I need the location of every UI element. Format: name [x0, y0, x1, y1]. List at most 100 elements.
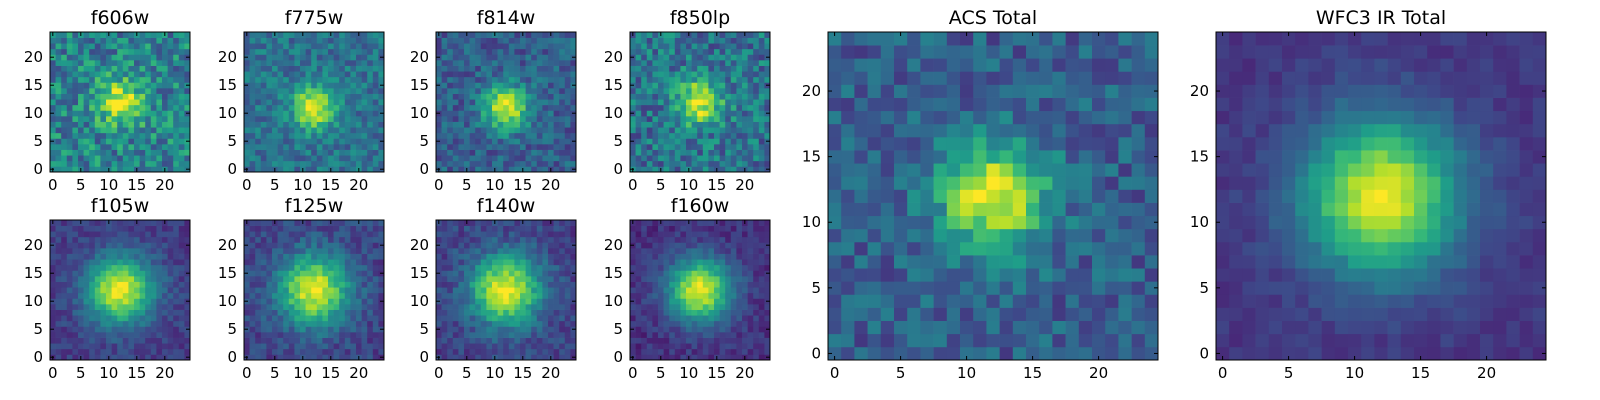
heatmap-cell — [658, 281, 664, 288]
heatmap-cell — [184, 99, 191, 106]
heatmap-cell — [272, 132, 278, 139]
heatmap-cell — [736, 343, 743, 350]
heatmap-cell — [66, 37, 73, 44]
heatmap-cell — [111, 32, 118, 38]
heatmap-cell — [139, 138, 146, 145]
heatmap-cell — [503, 298, 510, 305]
heatmap-cell — [145, 337, 152, 344]
heatmap-cell — [156, 132, 163, 139]
heatmap-cell — [173, 287, 180, 294]
heatmap-cell — [89, 48, 96, 55]
heatmap-cell — [553, 65, 560, 72]
heatmap-cell — [669, 166, 676, 173]
heatmap-cell — [83, 320, 90, 327]
heatmap-cell — [548, 320, 554, 327]
heatmap-cell — [508, 138, 515, 145]
heatmap-cell — [764, 116, 771, 122]
panel-title-f140w: f140w — [477, 195, 536, 217]
heatmap-cell — [94, 264, 101, 271]
heatmap-cell — [139, 71, 146, 78]
y-tick-label: 0 — [33, 348, 43, 366]
heatmap-cell — [447, 82, 454, 89]
heatmap-cell — [503, 144, 510, 150]
heatmap-cell — [294, 225, 301, 232]
heatmap-cell — [350, 121, 357, 128]
heatmap-cell — [55, 144, 62, 150]
heatmap-cell — [106, 71, 112, 78]
heatmap-cell — [117, 104, 124, 111]
heatmap-cell — [328, 298, 334, 305]
heatmap-cell — [458, 149, 465, 156]
heatmap-cell — [630, 60, 636, 66]
heatmap-cell — [300, 225, 306, 232]
heatmap-cell — [305, 320, 312, 327]
heatmap-cell — [630, 121, 636, 128]
heatmap-cell — [66, 236, 73, 243]
heatmap-cell — [663, 326, 670, 333]
heatmap-cell — [78, 54, 84, 61]
heatmap-cell — [742, 104, 748, 111]
heatmap-cell — [663, 116, 670, 122]
heatmap-cell — [564, 315, 571, 322]
heatmap-cell — [458, 76, 465, 83]
heatmap-cell — [344, 37, 351, 44]
heatmap-cell — [311, 32, 318, 38]
heatmap-cell — [277, 110, 284, 117]
heatmap-cell — [288, 166, 295, 173]
heatmap-cell — [680, 326, 687, 333]
heatmap-cell — [139, 88, 146, 94]
heatmap-cell — [514, 54, 521, 61]
y-tick-label: 5 — [33, 132, 43, 150]
heatmap-cell — [531, 54, 538, 61]
heatmap-cell — [378, 155, 385, 162]
heatmap-cell — [548, 65, 554, 72]
heatmap-cell — [747, 343, 754, 350]
heatmap-cell — [531, 60, 538, 66]
heatmap-cell — [691, 65, 698, 72]
heatmap-cell — [674, 348, 681, 355]
heatmap-cell — [758, 99, 765, 106]
heatmap-cell — [139, 99, 146, 106]
heatmap-cell — [536, 337, 543, 344]
heatmap-cell — [514, 88, 521, 94]
heatmap-cell — [697, 332, 704, 338]
heatmap-cell — [714, 132, 720, 139]
heatmap-cell — [83, 236, 90, 243]
heatmap-cell — [758, 149, 765, 156]
heatmap-cell — [244, 104, 250, 111]
heatmap-cell — [305, 155, 312, 162]
heatmap-cell — [630, 65, 636, 72]
heatmap-cell — [122, 99, 129, 106]
heatmap-cell — [702, 76, 709, 83]
axes-frame-f140w — [435, 219, 577, 361]
heatmap-cell — [747, 43, 754, 50]
heatmap-cell — [272, 76, 278, 83]
heatmap-cell — [344, 132, 351, 139]
heatmap-cell — [316, 138, 323, 145]
heatmap-cell — [441, 231, 448, 238]
heatmap-cell — [531, 104, 538, 111]
heatmap-cell — [260, 332, 267, 338]
heatmap-cell — [503, 332, 510, 338]
heatmap-cell — [441, 149, 448, 156]
heatmap-cell — [266, 121, 273, 128]
x-tick-label: 15 — [707, 176, 726, 194]
heatmap-cell — [542, 88, 549, 94]
heatmap-cell — [311, 304, 318, 310]
heatmap-cell — [520, 110, 526, 117]
heatmap-cell — [570, 348, 577, 355]
heatmap-cell — [333, 315, 340, 322]
heatmap-cell — [167, 82, 174, 89]
heatmap-cell — [436, 127, 442, 134]
heatmap-cell — [145, 259, 152, 266]
heatmap-cell — [311, 337, 318, 344]
heatmap-cell — [536, 160, 543, 167]
heatmap-cell — [272, 110, 278, 117]
heatmap-cell — [344, 43, 351, 50]
heatmap-cell — [531, 127, 538, 134]
heatmap-cell — [503, 337, 510, 344]
heatmap-cell — [128, 121, 135, 128]
heatmap-cell — [697, 304, 704, 310]
heatmap-cell — [725, 343, 732, 350]
heatmap-cell — [503, 309, 510, 316]
